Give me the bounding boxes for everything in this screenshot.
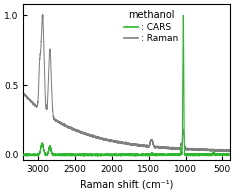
X-axis label: Raman shift (cm⁻¹): Raman shift (cm⁻¹) <box>80 180 173 190</box>
Legend: : CARS, : Raman: : CARS, : Raman <box>122 9 180 45</box>
